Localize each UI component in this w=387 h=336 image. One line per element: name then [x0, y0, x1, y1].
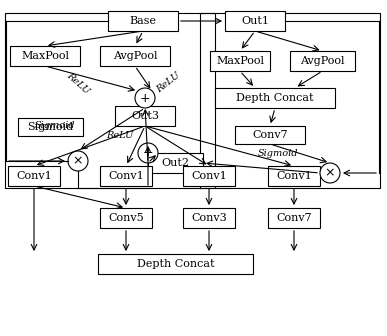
Text: AvgPool: AvgPool	[300, 56, 345, 66]
Text: +: +	[140, 91, 150, 104]
FancyBboxPatch shape	[148, 153, 203, 173]
Text: Conv7: Conv7	[276, 213, 312, 223]
FancyBboxPatch shape	[100, 166, 152, 186]
Circle shape	[320, 163, 340, 183]
FancyBboxPatch shape	[268, 208, 320, 228]
FancyBboxPatch shape	[115, 106, 175, 126]
Circle shape	[68, 151, 88, 171]
Text: Sigmoid: Sigmoid	[27, 122, 74, 132]
Text: MaxPool: MaxPool	[216, 56, 264, 66]
FancyBboxPatch shape	[215, 88, 335, 108]
Text: MaxPool: MaxPool	[21, 51, 69, 61]
FancyBboxPatch shape	[290, 51, 355, 71]
Text: Sigmoid: Sigmoid	[35, 121, 75, 129]
Text: ×: ×	[73, 155, 83, 168]
FancyBboxPatch shape	[183, 166, 235, 186]
FancyBboxPatch shape	[100, 208, 152, 228]
FancyBboxPatch shape	[108, 11, 178, 31]
Text: Out1: Out1	[241, 16, 269, 26]
FancyBboxPatch shape	[98, 254, 253, 274]
Text: Conv1: Conv1	[108, 171, 144, 181]
Text: Depth Concat: Depth Concat	[236, 93, 314, 103]
FancyBboxPatch shape	[8, 166, 60, 186]
FancyBboxPatch shape	[10, 46, 80, 66]
Text: Conv5: Conv5	[108, 213, 144, 223]
Text: Out2: Out2	[161, 158, 190, 168]
FancyBboxPatch shape	[183, 208, 235, 228]
Text: ×: ×	[325, 167, 335, 179]
Text: Sigmoid: Sigmoid	[258, 150, 298, 159]
Circle shape	[138, 143, 158, 163]
Text: AvgPool: AvgPool	[113, 51, 157, 61]
FancyBboxPatch shape	[225, 11, 285, 31]
Text: Conv1: Conv1	[191, 171, 227, 181]
Text: Out3: Out3	[131, 111, 159, 121]
Circle shape	[135, 88, 155, 108]
Text: Conv7: Conv7	[252, 130, 288, 140]
FancyBboxPatch shape	[18, 118, 83, 136]
FancyBboxPatch shape	[210, 51, 270, 71]
FancyBboxPatch shape	[235, 126, 305, 144]
Text: ReLU: ReLU	[154, 71, 182, 95]
Text: Depth Concat: Depth Concat	[137, 259, 214, 269]
FancyBboxPatch shape	[100, 46, 170, 66]
Text: ReLU: ReLU	[65, 71, 91, 95]
Text: Base: Base	[130, 16, 156, 26]
Text: +: +	[143, 146, 153, 160]
Text: Conv1: Conv1	[16, 171, 52, 181]
Text: Conv1: Conv1	[276, 171, 312, 181]
Text: Conv3: Conv3	[191, 213, 227, 223]
FancyBboxPatch shape	[268, 166, 320, 186]
Text: ReLU: ReLU	[106, 130, 134, 139]
